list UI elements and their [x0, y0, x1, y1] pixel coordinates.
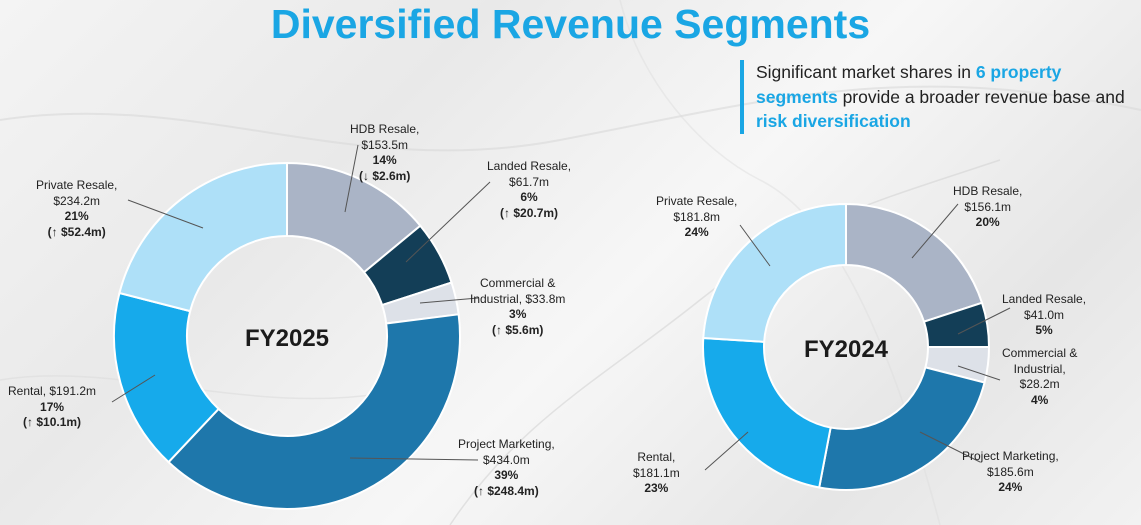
fy25-private-label: Private Resale, $234.2m 21% (↑ $52.4m) [36, 178, 117, 240]
leader-fy24-commercial [957, 365, 1001, 381]
fy2024-center-label: FY2024 [804, 336, 889, 363]
fy25-project-name: Project Marketing, [458, 437, 555, 451]
leader-fy24-rental [704, 431, 749, 471]
callout-highlight-risk: risk diversification [756, 111, 911, 131]
fy24-landed-name: Landed Resale, [1002, 292, 1087, 306]
leader-fy24-project [919, 431, 981, 463]
fy2025-donut [113, 161, 461, 511]
leader-fy25-project [349, 457, 479, 461]
fy24-hdb-share: 20% [975, 215, 1000, 229]
fy25-rental-share: 17% [40, 399, 65, 414]
fy24-commercial-amount: $28.2m [1019, 377, 1060, 391]
fy24-project-name: Project Marketing, [962, 449, 1059, 463]
fy25-landed-amount: $61.7m [509, 174, 550, 189]
fy24-project-share: 24% [998, 480, 1023, 494]
leader-fy25-rental [111, 374, 156, 403]
fy25-private-amount: $234.2m [53, 193, 101, 208]
leader-fy25-hdb [344, 144, 359, 213]
fy24-slice-project [818, 366, 986, 491]
fy24-project-label: Project Marketing, $185.6m 24% [962, 449, 1059, 496]
fy25-private-change: (↑ $52.4m) [47, 224, 106, 239]
fy25-landed-share: 6% [520, 190, 538, 204]
fy25-commercial-label: Commercial & Industrial, $33.8m 3% (↑ $5… [470, 276, 565, 338]
fy24-commercial-label: Commercial & Industrial, $28.2m 4% [1002, 346, 1077, 408]
fy24-commercial-name: Commercial & [1002, 346, 1078, 360]
page-title: Diversified Revenue Segments [270, 1, 871, 47]
fy25-hdb-change: (↓ $2.6m) [359, 168, 411, 183]
fy25-hdb-amount: $153.5m [361, 137, 409, 152]
fy24-landed-amount: $41.0m [1024, 307, 1065, 322]
fy24-private-amount: $181.8m [673, 209, 721, 224]
fy25-commercial-share: 3% [509, 307, 527, 321]
fy25-rental-change: (↑ $10.1m) [23, 415, 82, 429]
fy24-slice-hdb [845, 202, 984, 323]
fy25-rental-label: Rental, $191.2m 17% (↑ $10.1m) [8, 384, 96, 431]
fy25-slice-project [167, 313, 461, 511]
fy24-rental-name: Rental, [637, 450, 676, 464]
callout-text-1: Significant market shares in [756, 62, 976, 82]
fy24-slice-rental [702, 336, 832, 489]
fy24-private-share: 24% [684, 225, 709, 239]
fy24-landed-label: Landed Resale, $41.0m 5% [1002, 292, 1086, 339]
callout-highlight-segments: 6 property segments [756, 62, 1062, 107]
leader-fy24-private [739, 224, 771, 267]
fy24-commercial-industrial: Industrial, [1013, 361, 1066, 376]
fy25-project-label: Project Marketing, $434.0m 39% (↑ $248.4… [458, 437, 555, 499]
fy2024-donut [702, 202, 991, 491]
fy25-rental-name: Rental, $191.2m [8, 384, 97, 398]
summary-callout: Significant market shares in 6 property … [740, 60, 1136, 134]
fy25-private-share: 21% [64, 209, 89, 223]
fy25-project-change: (↑ $248.4m) [474, 483, 539, 498]
callout-text-2: provide a broader revenue base and [837, 86, 1125, 107]
fy25-commercial-amount: Industrial, $33.8m [470, 291, 566, 306]
leader-fy25-landed [405, 181, 491, 263]
fy24-rental-share: 23% [644, 481, 669, 495]
leader-lines [111, 144, 1011, 471]
fy25-hdb-name: HDB Resale, [350, 122, 420, 136]
fy25-commercial-name: Commercial & [480, 276, 556, 290]
fy25-hdb-share: 14% [372, 153, 397, 167]
fy25-project-share: 39% [494, 468, 519, 482]
fy24-hdb-name: HDB Resale, [953, 184, 1023, 198]
leader-fy25-commercial [419, 297, 479, 304]
fy24-landed-share: 5% [1035, 323, 1053, 337]
fy24-hdb-amount: $156.1m [964, 199, 1012, 214]
leader-fy24-landed [957, 307, 1011, 335]
fy24-rental-label: Rental, $181.1m 23% [633, 450, 680, 497]
fy25-landed-label: Landed Resale, $61.7m 6% (↑ $20.7m) [487, 159, 571, 221]
fy25-slice-private [118, 161, 288, 313]
fy24-project-amount: $185.6m [987, 464, 1034, 479]
fy24-commercial-share: 4% [1031, 392, 1049, 407]
fy25-project-amount: $434.0m [483, 452, 530, 467]
fy25-hdb-label: HDB Resale, $153.5m 14% (↓ $2.6m) [350, 122, 419, 184]
fy24-slice-private [702, 202, 847, 343]
fy24-rental-amount: $181.1m [633, 465, 680, 480]
fy24-hdb-label: HDB Resale, $156.1m 20% [953, 184, 1022, 231]
fy2025-center-label: FY2025 [245, 325, 329, 352]
fy24-private-name: Private Resale, [656, 194, 738, 208]
fy25-private-name: Private Resale, [36, 178, 118, 192]
fy25-commercial-change: (↑ $5.6m) [492, 322, 544, 337]
fy25-landed-change: (↑ $20.7m) [500, 205, 559, 220]
leader-fy24-hdb [911, 203, 959, 259]
fy25-landed-name: Landed Resale, [487, 159, 572, 173]
fy24-private-label: Private Resale, $181.8m 24% [656, 194, 737, 241]
leader-fy25-private [127, 199, 204, 229]
